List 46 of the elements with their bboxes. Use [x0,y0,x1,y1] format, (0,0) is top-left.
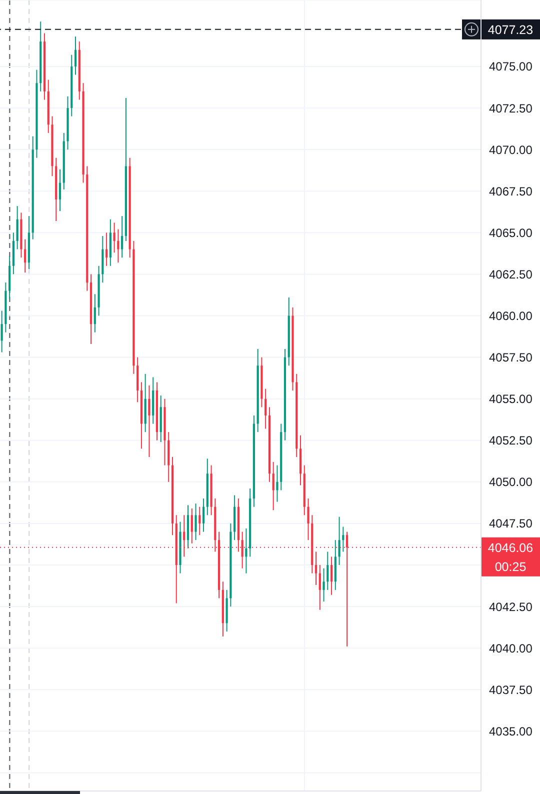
y-tick-label: 4067.50 [489,184,533,198]
candlestick [330,556,333,596]
candlestick [148,385,150,458]
candlestick [338,516,340,566]
y-tick-label: 4052.50 [489,434,533,448]
candlestick [264,388,267,430]
y-tick-label: 4060.00 [489,308,533,323]
candlestick [24,238,26,274]
y-tick-label: 4070.00 [489,142,533,157]
y-tick-label: 4072.50 [489,101,533,116]
y-tick-label: 4047.50 [489,516,533,531]
candlestick [272,461,274,511]
candlestick [276,464,278,502]
y-tick-label: 4055.00 [489,392,533,406]
y-tick-label: 4065.00 [489,226,533,240]
candlestick [105,232,108,266]
y-tick-label: 4075.00 [489,60,533,74]
candlestick [94,294,96,333]
candlestick [194,503,197,541]
candlestick [113,222,116,254]
candlestick [0,310,3,353]
candlestick [202,498,205,532]
y-tick-label: 4040.00 [489,641,533,656]
candlestick [322,568,325,602]
y-tick-label: 4057.50 [489,350,533,365]
candlestick [16,206,18,250]
candlestick [58,169,62,212]
candlestick [117,228,120,264]
candlestick [326,551,329,590]
ref-line-label: 4077.23 [488,22,534,37]
y-tick-label: 4037.50 [489,682,533,697]
candlestick [307,498,310,541]
y-tick-label: 4035.00 [489,724,533,738]
candlestick [314,551,318,586]
candlestick [318,564,321,610]
candlestick [121,216,124,258]
candlestick [190,508,193,544]
y-tick-label: 4042.50 [489,600,533,614]
candlestick [74,36,77,76]
y-tick-label: 4050.00 [489,475,533,490]
ref-line-label: 4046.06 [488,540,534,555]
candlestick [245,528,248,574]
candlestick [342,526,344,552]
y-tick-label: 4062.50 [489,267,533,282]
candlestick [198,506,201,536]
text: 00:25 [494,560,526,574]
